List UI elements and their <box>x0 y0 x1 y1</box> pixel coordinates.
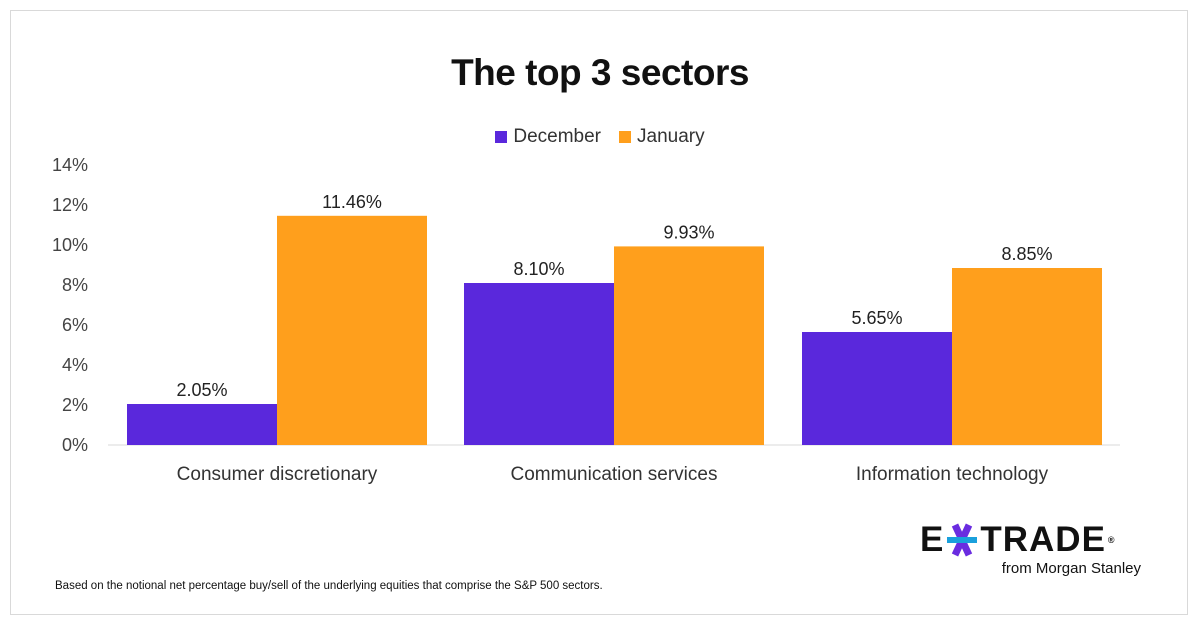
data-label: 5.65% <box>851 308 902 328</box>
y-tick-label: 0% <box>62 435 88 455</box>
data-label: 9.93% <box>663 222 714 242</box>
x-tick-label: Information technology <box>856 464 1049 485</box>
logo-star-icon <box>947 523 978 557</box>
y-tick-label: 14% <box>52 155 88 175</box>
logo-wordmark: E TRADE ® <box>920 520 1116 559</box>
x-tick-label: Consumer discretionary <box>177 464 378 485</box>
y-tick-label: 2% <box>62 395 88 415</box>
bar-december <box>802 332 952 445</box>
logo-subtitle: from Morgan Stanley <box>1001 560 1141 577</box>
bar-december <box>464 283 614 445</box>
image-frame <box>10 10 1188 615</box>
y-tick-label: 6% <box>62 315 88 335</box>
bar-january <box>952 268 1102 445</box>
data-label: 8.85% <box>1001 244 1052 264</box>
y-tick-label: 12% <box>52 195 88 215</box>
bar-january <box>614 246 764 445</box>
y-tick-label: 4% <box>62 355 88 375</box>
y-tick-label: 8% <box>62 275 88 295</box>
legend-label: December <box>513 126 602 147</box>
legend-item-january: January <box>619 126 705 148</box>
data-label: 11.46% <box>322 192 382 212</box>
footnote: Based on the notional net percentage buy… <box>55 580 603 592</box>
data-label: 2.05% <box>176 380 227 400</box>
legend-item-december: December <box>495 126 601 148</box>
legend: December January <box>0 126 1200 148</box>
y-tick-label: 10% <box>52 235 88 255</box>
etrade-logo: E TRADE ® from Morgan Stanley <box>920 520 1145 578</box>
data-label: 8.10% <box>513 259 564 279</box>
legend-swatch <box>495 131 508 143</box>
bar-january <box>277 215 427 445</box>
bar-december <box>127 404 277 445</box>
x-tick-label: Communication services <box>511 464 718 485</box>
legend-swatch <box>619 131 632 143</box>
legend-label: January <box>637 126 705 147</box>
chart-title: The top 3 sectors <box>451 52 749 93</box>
